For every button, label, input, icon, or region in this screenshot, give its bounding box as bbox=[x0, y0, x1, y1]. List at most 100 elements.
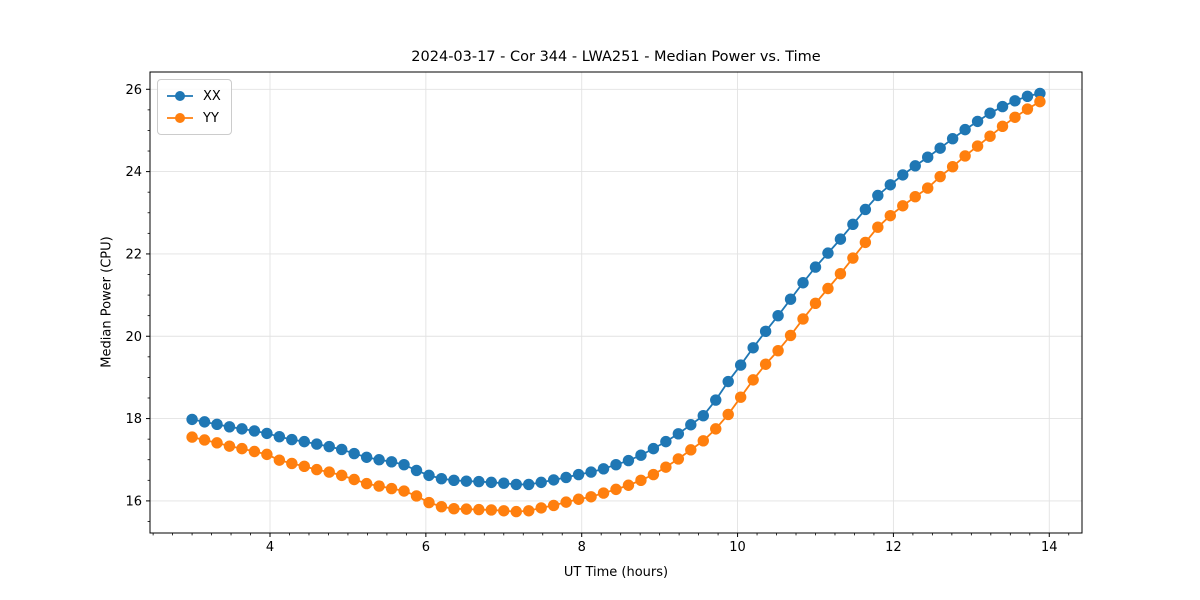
x-axis-label: UT Time (hours) bbox=[563, 565, 669, 580]
data-point bbox=[560, 496, 572, 508]
data-point bbox=[423, 496, 435, 509]
data-point bbox=[572, 468, 585, 481]
x-tick-label: 6 bbox=[422, 540, 430, 555]
data-point bbox=[248, 425, 261, 437]
data-point bbox=[734, 359, 747, 371]
data-point bbox=[248, 445, 261, 458]
data-point bbox=[585, 466, 597, 478]
data-point bbox=[236, 423, 248, 435]
data-point bbox=[946, 160, 959, 173]
data-point bbox=[298, 460, 310, 473]
data-point bbox=[971, 140, 984, 152]
data-point bbox=[859, 203, 872, 216]
data-point bbox=[635, 474, 647, 487]
data-point bbox=[722, 375, 734, 388]
data-point bbox=[672, 453, 685, 465]
data-point bbox=[485, 476, 498, 489]
data-point bbox=[847, 218, 859, 230]
data-point bbox=[323, 440, 335, 453]
data-point bbox=[996, 100, 1009, 113]
x-tick-label: 8 bbox=[578, 540, 586, 555]
data-point bbox=[423, 469, 435, 482]
data-point bbox=[198, 416, 211, 428]
y-tick-label: 22 bbox=[125, 247, 142, 262]
data-point bbox=[946, 132, 959, 145]
data-point bbox=[710, 394, 722, 406]
y-tick-label: 16 bbox=[125, 494, 142, 509]
data-point bbox=[460, 503, 473, 515]
x-tick-label: 10 bbox=[729, 540, 746, 555]
data-point bbox=[772, 309, 784, 322]
data-point bbox=[647, 468, 660, 481]
data-point bbox=[922, 151, 934, 163]
data-point bbox=[909, 191, 921, 203]
data-point bbox=[398, 458, 410, 471]
data-point bbox=[685, 419, 697, 431]
data-point bbox=[286, 457, 298, 470]
data-point bbox=[385, 482, 398, 495]
chart-title: 2024-03-17 - Cor 344 - LWA251 - Median P… bbox=[411, 49, 821, 65]
data-point bbox=[1009, 111, 1021, 123]
data-point bbox=[1021, 103, 1034, 115]
series-markers-yy bbox=[186, 95, 1046, 518]
data-point bbox=[872, 221, 884, 233]
data-point bbox=[697, 435, 709, 447]
data-point bbox=[722, 408, 734, 421]
data-point bbox=[236, 442, 248, 455]
data-point bbox=[971, 115, 984, 128]
legend-line-marker-xx-icon bbox=[167, 91, 193, 101]
data-point bbox=[984, 107, 996, 119]
x-tick-label: 4 bbox=[266, 540, 274, 555]
y-tick-label: 18 bbox=[125, 412, 142, 427]
data-point bbox=[834, 233, 847, 245]
data-point bbox=[535, 502, 547, 514]
data-point bbox=[897, 169, 909, 181]
data-point bbox=[523, 505, 535, 517]
data-point bbox=[647, 442, 660, 455]
data-point bbox=[597, 463, 610, 475]
data-point bbox=[672, 428, 685, 440]
data-point bbox=[547, 499, 560, 512]
data-point bbox=[585, 491, 597, 503]
data-point bbox=[498, 505, 510, 517]
data-point bbox=[635, 449, 647, 461]
data-point bbox=[959, 123, 971, 136]
y-tick-label: 20 bbox=[125, 330, 142, 345]
data-point bbox=[448, 503, 460, 515]
data-point bbox=[984, 130, 996, 142]
data-point bbox=[298, 435, 310, 448]
y-tick-label: 26 bbox=[125, 83, 142, 98]
series-markers-xx bbox=[186, 87, 1046, 491]
data-point bbox=[360, 477, 373, 490]
data-point bbox=[547, 474, 560, 486]
data-point bbox=[610, 483, 622, 496]
data-point bbox=[909, 160, 921, 172]
data-point bbox=[348, 473, 360, 486]
data-point bbox=[398, 485, 410, 497]
data-point bbox=[273, 430, 286, 443]
data-point bbox=[685, 444, 697, 456]
data-point bbox=[822, 247, 834, 259]
data-point bbox=[211, 418, 223, 431]
data-point bbox=[186, 431, 198, 443]
data-point bbox=[572, 493, 585, 505]
data-point bbox=[498, 477, 510, 489]
data-point bbox=[772, 344, 784, 357]
data-point bbox=[435, 472, 448, 485]
data-point bbox=[996, 120, 1009, 133]
data-point bbox=[535, 476, 547, 489]
data-point bbox=[261, 448, 273, 461]
data-point bbox=[460, 475, 473, 487]
data-point bbox=[261, 427, 273, 440]
data-point bbox=[610, 458, 622, 471]
data-point bbox=[747, 342, 759, 354]
data-point bbox=[373, 454, 385, 466]
data-point bbox=[223, 421, 236, 433]
data-point bbox=[311, 463, 323, 476]
data-point bbox=[934, 170, 946, 183]
legend-item-xx: XX bbox=[165, 85, 221, 107]
data-point bbox=[410, 464, 423, 477]
data-point bbox=[286, 433, 298, 446]
